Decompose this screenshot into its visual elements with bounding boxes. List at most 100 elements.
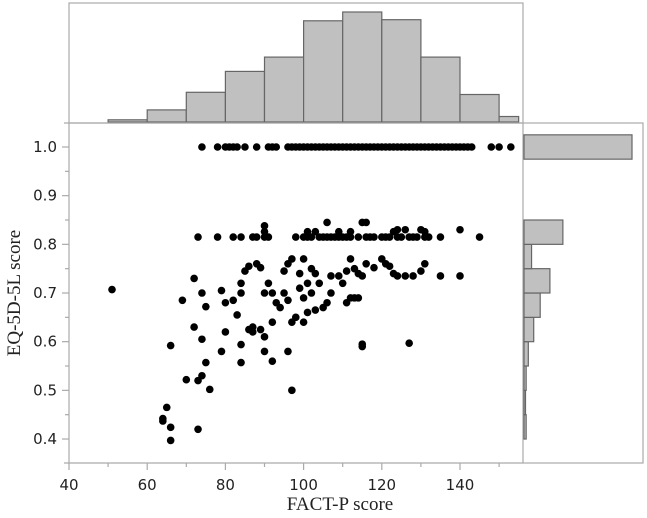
data-point bbox=[417, 267, 425, 275]
data-point bbox=[264, 279, 273, 288]
data-point bbox=[323, 298, 331, 307]
data-point bbox=[260, 333, 269, 341]
data-point bbox=[166, 423, 175, 432]
x-tick-label: 120 bbox=[367, 476, 396, 494]
data-point bbox=[436, 272, 445, 280]
data-point bbox=[487, 143, 496, 151]
data-point bbox=[194, 425, 202, 434]
data-point bbox=[284, 296, 292, 305]
x-axis-ticks: 40 60 80 100 120 140 bbox=[59, 463, 500, 494]
top-histogram-bar bbox=[459, 93, 500, 123]
right-histogram-bar bbox=[523, 243, 533, 270]
data-point bbox=[233, 143, 241, 151]
data-point bbox=[303, 279, 312, 288]
y-tick-label: 0.4 bbox=[33, 430, 57, 448]
data-point bbox=[276, 303, 284, 312]
data-point bbox=[272, 143, 281, 151]
data-point bbox=[327, 272, 335, 280]
data-point bbox=[221, 328, 230, 336]
right-histogram-bar bbox=[523, 316, 535, 343]
data-point bbox=[342, 298, 351, 307]
x-tick-label: 140 bbox=[446, 476, 475, 494]
data-point bbox=[280, 267, 288, 275]
data-point bbox=[495, 143, 503, 151]
data-point bbox=[288, 255, 296, 263]
data-point bbox=[311, 269, 320, 278]
top-histogram-bar bbox=[263, 56, 305, 123]
data-point bbox=[159, 414, 167, 423]
data-point bbox=[256, 263, 265, 272]
data-point bbox=[280, 289, 288, 297]
data-point bbox=[194, 233, 202, 241]
data-point bbox=[284, 347, 292, 356]
data-point bbox=[202, 358, 210, 367]
data-point bbox=[405, 339, 413, 347]
data-point bbox=[299, 318, 308, 327]
data-point bbox=[288, 318, 296, 327]
data-point bbox=[370, 233, 378, 241]
data-point bbox=[338, 279, 347, 288]
data-point bbox=[307, 289, 316, 297]
data-point bbox=[354, 233, 363, 241]
data-point bbox=[252, 233, 261, 241]
data-point bbox=[507, 143, 515, 151]
data-point bbox=[295, 269, 304, 278]
data-point bbox=[260, 347, 269, 356]
y-tick-label: 0.6 bbox=[33, 333, 57, 351]
x-tick-label: 40 bbox=[59, 476, 78, 494]
data-point bbox=[370, 263, 378, 272]
data-point bbox=[237, 279, 245, 288]
data-point bbox=[268, 289, 277, 297]
data-point bbox=[268, 357, 277, 365]
data-point bbox=[237, 289, 245, 297]
y-axis-ticks: 0.4 0.5 0.6 0.7 0.8 0.9 1.0 bbox=[33, 138, 69, 448]
top-histogram-bar bbox=[303, 20, 344, 123]
data-point bbox=[385, 233, 394, 241]
data-point bbox=[108, 285, 116, 294]
data-point bbox=[303, 227, 312, 236]
data-point bbox=[221, 298, 230, 307]
data-point bbox=[358, 272, 367, 280]
right-histogram-bar bbox=[523, 414, 527, 440]
data-point bbox=[421, 227, 429, 236]
right-histogram bbox=[523, 134, 633, 440]
data-point bbox=[264, 233, 273, 241]
data-point bbox=[393, 272, 402, 280]
data-point bbox=[260, 289, 269, 297]
data-point bbox=[346, 233, 355, 241]
data-point bbox=[205, 385, 214, 394]
data-point bbox=[456, 225, 464, 234]
data-point bbox=[198, 289, 206, 297]
y-tick-label: 0.8 bbox=[33, 235, 57, 253]
data-point bbox=[311, 306, 320, 314]
data-point bbox=[190, 274, 198, 283]
top-histogram-bar bbox=[146, 109, 187, 123]
x-tick-label: 80 bbox=[216, 476, 235, 494]
data-point bbox=[436, 233, 445, 241]
x-tick-label: 100 bbox=[289, 476, 318, 494]
right-histogram-bar bbox=[523, 134, 633, 160]
data-point bbox=[162, 403, 171, 412]
data-point bbox=[327, 289, 335, 297]
data-point bbox=[299, 255, 308, 263]
top-histogram-bar bbox=[420, 56, 461, 123]
data-point bbox=[358, 342, 367, 351]
data-point bbox=[393, 225, 402, 234]
data-point bbox=[421, 260, 429, 268]
data-point bbox=[456, 272, 464, 280]
y-tick-label: 1.0 bbox=[33, 138, 57, 156]
data-point bbox=[166, 436, 175, 445]
data-point bbox=[166, 341, 175, 350]
x-axis-title: FACT-P score bbox=[287, 494, 393, 515]
data-point bbox=[397, 233, 406, 241]
data-point bbox=[346, 227, 355, 236]
top-histogram-bar bbox=[224, 70, 266, 123]
data-point bbox=[213, 233, 222, 241]
data-point bbox=[334, 272, 343, 280]
y-tick-label: 0.9 bbox=[33, 187, 57, 205]
scatter-points bbox=[108, 143, 515, 445]
right-histogram-bar bbox=[523, 365, 527, 391]
data-point bbox=[217, 286, 226, 295]
right-histogram-bar bbox=[523, 292, 541, 318]
